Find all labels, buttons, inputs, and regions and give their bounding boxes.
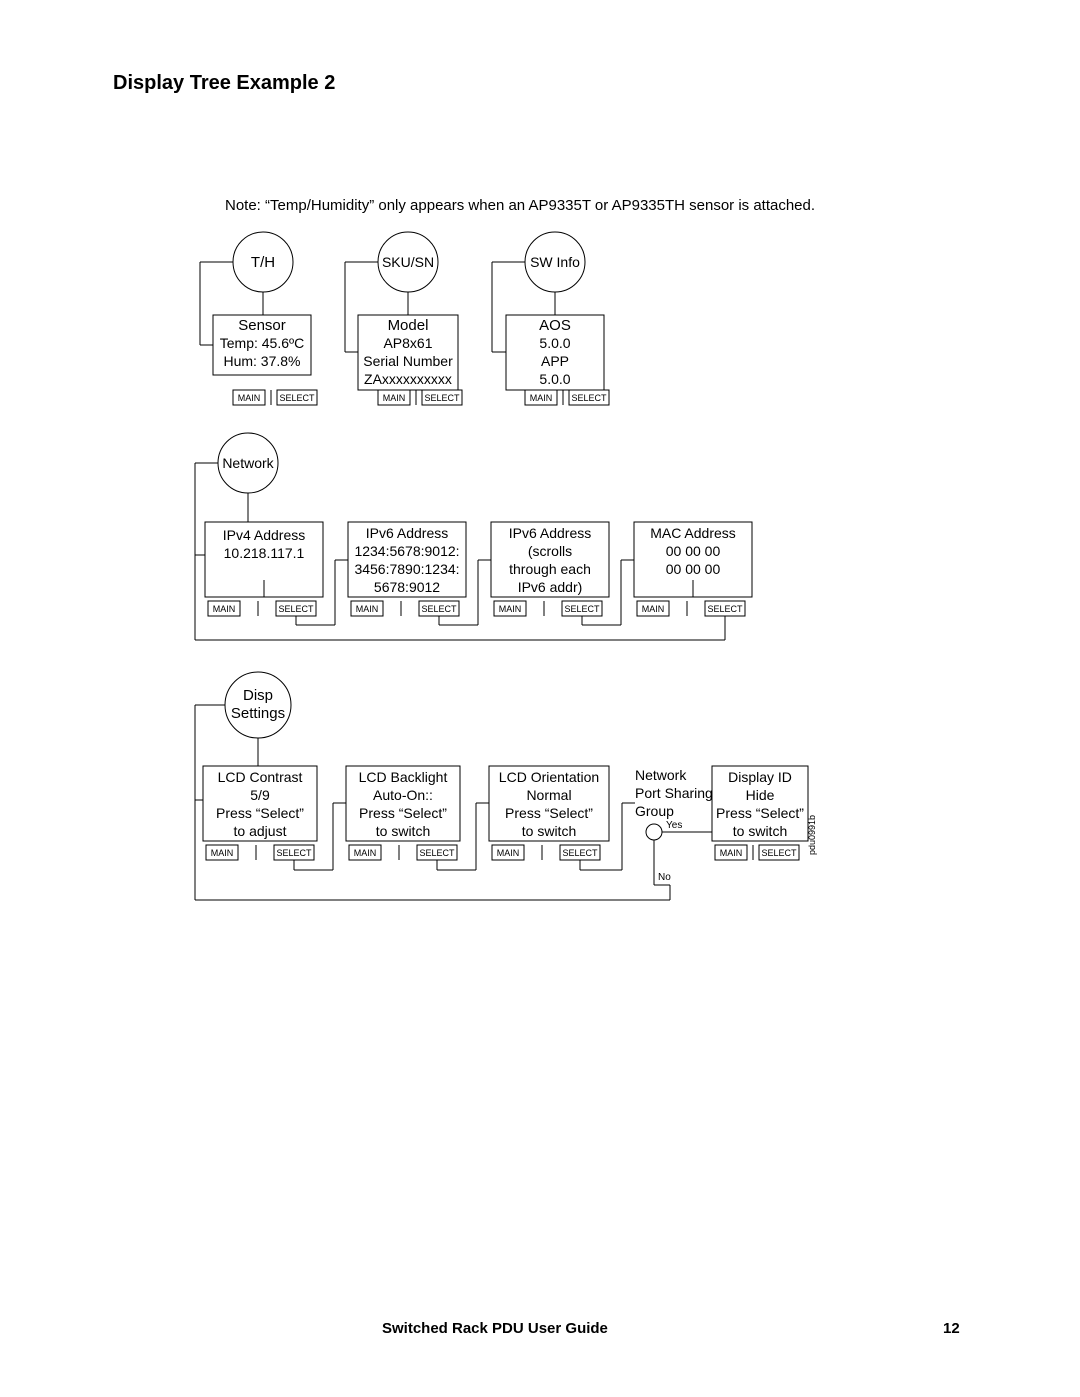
ipv6b-l2: through each (509, 561, 591, 577)
select-btn[interactable]: SELECT (571, 393, 607, 403)
aos-l0: AOS (539, 317, 571, 334)
select-btn[interactable]: SELECT (564, 604, 600, 614)
d-l3: to switch (733, 823, 787, 839)
c-l3: to adjust (234, 823, 287, 839)
aos-l2: APP (541, 353, 569, 369)
main-btn[interactable]: MAIN (720, 848, 743, 858)
select-btn[interactable]: SELECT (707, 604, 743, 614)
select-btn[interactable]: SELECT (421, 604, 457, 614)
select-btn[interactable]: SELECT (424, 393, 460, 403)
main-btn[interactable]: MAIN (530, 393, 553, 403)
aos-l3: 5.0.0 (539, 371, 570, 387)
o-l0: LCD Orientation (499, 769, 599, 785)
b-l0: LCD Backlight (359, 769, 448, 785)
select-btn[interactable]: SELECT (278, 604, 314, 614)
display-tree-diagram: T/H SKU/SN SW Info Sensor Temp: 45.6ºC H… (0, 0, 1080, 1397)
ipv6b-l3: IPv6 addr) (518, 579, 583, 595)
main-btn[interactable]: MAIN (499, 604, 522, 614)
disp-l0: Disp (243, 687, 273, 704)
o-l3: to switch (522, 823, 576, 839)
n-l0: Network (635, 767, 687, 783)
d-l0: Display ID (728, 769, 792, 785)
ipv4-l1: 10.218.117.1 (224, 545, 305, 561)
box-contrast: LCD Contrast 5/9 Press “Select” to adjus… (203, 766, 317, 860)
b-l3: to switch (376, 823, 430, 839)
model-l2: Serial Number (363, 353, 453, 369)
circle-sw: SW Info (530, 254, 580, 270)
n-l2: Group (635, 803, 674, 819)
box-orient: LCD Orientation Normal Press “Select” to… (489, 766, 609, 860)
aos-l1: 5.0.0 (539, 335, 570, 351)
mac-l1: 00 00 00 (666, 543, 721, 559)
select-btn[interactable]: SELECT (562, 848, 598, 858)
ipv6a-l0: IPv6 Address (366, 525, 449, 541)
ipv6b-l0: IPv6 Address (509, 525, 592, 541)
mac-l2: 00 00 00 (666, 561, 721, 577)
ipv6a-l2: 3456:7890:1234: (354, 561, 459, 577)
model-l0: Model (388, 317, 429, 334)
select-btn[interactable]: SELECT (279, 393, 315, 403)
o-l1: Normal (526, 787, 571, 803)
circle-network: Network (222, 455, 274, 471)
main-btn[interactable]: MAIN (356, 604, 379, 614)
side-label: pdu0991b (807, 815, 817, 855)
main-btn[interactable]: MAIN (211, 848, 234, 858)
yes-label: Yes (666, 820, 682, 831)
main-btn[interactable]: MAIN (383, 393, 406, 403)
select-btn[interactable]: SELECT (761, 848, 797, 858)
mac-l0: MAC Address (650, 525, 736, 541)
box-ipv4: IPv4 Address 10.218.117.1 MAIN SELECT (205, 522, 323, 616)
no-label: No (658, 872, 671, 883)
main-btn[interactable]: MAIN (238, 393, 261, 403)
main-btn[interactable]: MAIN (642, 604, 665, 614)
circle-th: T/H (251, 254, 275, 271)
circle-sku: SKU/SN (382, 254, 434, 270)
b-l1: Auto-On:: (373, 787, 433, 803)
main-btn[interactable]: MAIN (213, 604, 236, 614)
b-l2: Press “Select” (359, 805, 447, 821)
d-l1: Hide (746, 787, 775, 803)
main-btn[interactable]: MAIN (497, 848, 520, 858)
model-l1: AP8x61 (383, 335, 432, 351)
select-btn[interactable]: SELECT (419, 848, 455, 858)
disp-l1: Settings (231, 705, 285, 722)
box-ipv6b: IPv6 Address (scrolls through each IPv6 … (491, 522, 609, 616)
o-l2: Press “Select” (505, 805, 593, 821)
c-l2: Press “Select” (216, 805, 304, 821)
box-nps: Network Port Sharing Group (635, 767, 713, 819)
box-backlight: LCD Backlight Auto-On:: Press “Select” t… (346, 766, 460, 860)
ipv6a-l1: 1234:5678:9012: (354, 543, 459, 559)
box-dispid: Display ID Hide Press “Select” to switch… (712, 766, 808, 860)
model-l3: ZAxxxxxxxxxx (364, 371, 452, 387)
main-btn[interactable]: MAIN (354, 848, 377, 858)
ipv6b-l1: (scrolls (528, 543, 572, 559)
sensor-l1: Temp: 45.6ºC (220, 335, 305, 351)
n-l1: Port Sharing (635, 785, 713, 801)
c-l0: LCD Contrast (218, 769, 303, 785)
ipv4-l0: IPv4 Address (223, 527, 306, 543)
select-btn[interactable]: SELECT (276, 848, 312, 858)
sensor-l2: Hum: 37.8% (223, 353, 300, 369)
box-mac: MAC Address 00 00 00 00 00 00 MAIN SELEC… (634, 522, 752, 616)
ipv6a-l3: 5678:9012 (374, 579, 440, 595)
box-ipv6a: IPv6 Address 1234:5678:9012: 3456:7890:1… (348, 522, 466, 616)
d-l2: Press “Select” (716, 805, 804, 821)
sensor-l0: Sensor (238, 317, 286, 334)
c-l1: 5/9 (250, 787, 270, 803)
